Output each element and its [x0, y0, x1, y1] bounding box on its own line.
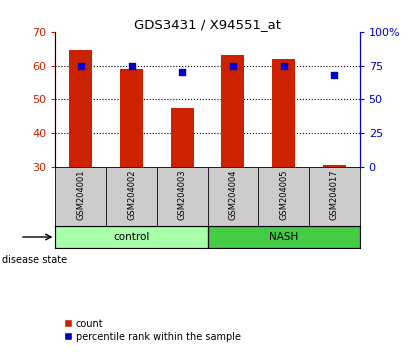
Point: [179, 69, 185, 75]
Point: [331, 72, 337, 78]
Bar: [171, 108, 194, 167]
Text: GSM204002: GSM204002: [127, 170, 136, 220]
Point: [230, 63, 236, 68]
Text: GSM204001: GSM204001: [76, 170, 85, 220]
Text: GSM204005: GSM204005: [279, 170, 288, 220]
Point: [78, 63, 84, 68]
Point: [280, 63, 287, 68]
Bar: [120, 69, 143, 167]
Text: GSM204017: GSM204017: [330, 170, 339, 221]
Text: control: control: [113, 232, 150, 242]
Title: GDS3431 / X94551_at: GDS3431 / X94551_at: [134, 18, 281, 31]
Bar: [208, 226, 360, 248]
Bar: [272, 59, 295, 167]
Text: GSM204004: GSM204004: [229, 170, 238, 220]
Legend: count, percentile rank within the sample: count, percentile rank within the sample: [60, 315, 245, 346]
Bar: [323, 165, 346, 167]
Text: GSM204003: GSM204003: [178, 170, 187, 221]
Bar: [55, 226, 208, 248]
Text: NASH: NASH: [269, 232, 298, 242]
Point: [128, 63, 135, 68]
Bar: [69, 50, 92, 167]
Bar: [222, 56, 244, 167]
Text: disease state: disease state: [2, 255, 67, 265]
